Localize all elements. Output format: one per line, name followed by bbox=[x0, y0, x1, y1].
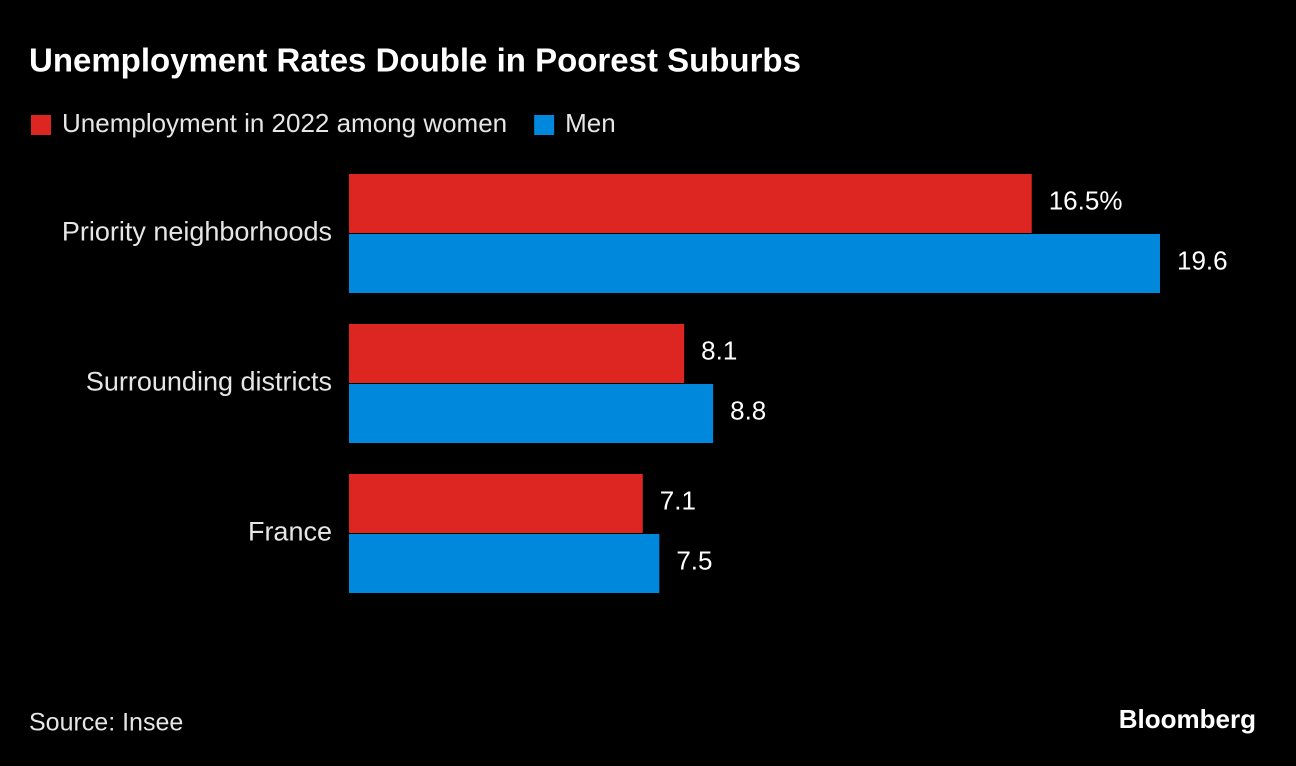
bar bbox=[349, 324, 685, 383]
bar bbox=[349, 384, 714, 443]
bar bbox=[349, 534, 660, 593]
value-label: 7.5 bbox=[676, 545, 712, 575]
legend-swatch bbox=[31, 115, 51, 135]
value-label: 16.5% bbox=[1049, 185, 1123, 215]
chart-title: Unemployment Rates Double in Poorest Sub… bbox=[29, 42, 801, 79]
bar bbox=[349, 234, 1160, 293]
legend-swatch bbox=[534, 115, 555, 135]
legend-label: Unemployment in 2022 among women bbox=[62, 108, 507, 138]
value-label: 8.1 bbox=[701, 335, 737, 365]
bar bbox=[349, 474, 643, 533]
category-label: France bbox=[248, 517, 332, 547]
value-label: 19.6 bbox=[1177, 245, 1228, 275]
brand: Bloomberg bbox=[1119, 704, 1256, 734]
legend-label: Men bbox=[565, 108, 616, 138]
value-label: 8.8 bbox=[730, 395, 766, 425]
value-label: 7.1 bbox=[660, 485, 696, 515]
bar bbox=[349, 174, 1032, 233]
category-label: Priority neighborhoods bbox=[62, 217, 332, 247]
category-label: Surrounding districts bbox=[86, 367, 332, 397]
source: Source: Insee bbox=[29, 709, 183, 737]
